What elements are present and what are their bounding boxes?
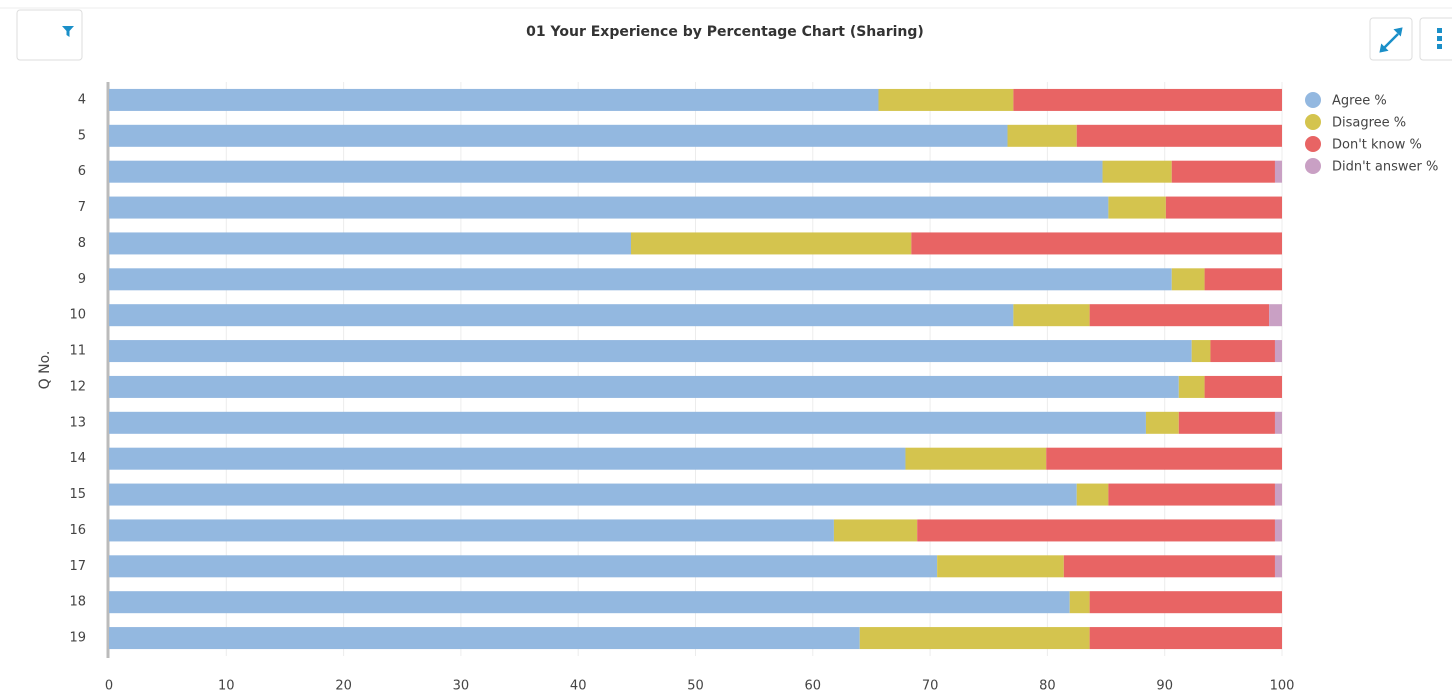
bar-segment [1069, 591, 1090, 614]
y-tick-label: 14 [69, 451, 86, 466]
y-tick-label: 5 [78, 128, 86, 143]
filter-icon [62, 26, 74, 37]
bar-segment [1046, 447, 1282, 470]
y-tick-label: 15 [69, 487, 86, 502]
y-tick-label: 7 [78, 200, 86, 215]
y-tick-label: 19 [69, 631, 86, 646]
bar-segment [1171, 160, 1275, 183]
legend-swatch [1305, 136, 1321, 152]
bar-segment [1274, 160, 1282, 183]
bar-segment [109, 340, 1192, 363]
legend-label: Don't know % [1332, 138, 1422, 153]
y-tick-label: 11 [69, 344, 86, 359]
x-tick-label: 0 [105, 679, 113, 694]
x-tick-label: 30 [453, 679, 470, 694]
bar-segment [1108, 483, 1275, 506]
bar-segment [1171, 268, 1205, 291]
bar-segment [1204, 268, 1282, 291]
bar-segment [1274, 411, 1282, 434]
x-tick-label: 50 [687, 679, 704, 694]
bar-segment [1274, 483, 1282, 506]
y-tick-label: 18 [69, 595, 86, 610]
bar-segment [109, 196, 1109, 219]
bar-segment [109, 304, 1014, 327]
y-tick-label: 9 [78, 272, 86, 287]
x-tick-label: 100 [1270, 679, 1295, 694]
y-tick-label: 12 [69, 379, 86, 394]
x-tick-label: 60 [805, 679, 822, 694]
y-tick-label: 8 [78, 236, 86, 251]
bar-segment [1204, 375, 1282, 398]
x-tick-label: 10 [218, 679, 235, 694]
bar-segment [109, 124, 1008, 147]
bar-segment [859, 627, 1090, 650]
y-tick-label: 13 [69, 415, 86, 430]
legend-label: Didn't answer % [1332, 160, 1438, 175]
bar-segment [1274, 340, 1282, 363]
legend-label: Agree % [1332, 94, 1387, 109]
bar-segment [109, 411, 1146, 434]
y-tick-label: 6 [78, 164, 86, 179]
bar-segment [109, 268, 1172, 291]
bar-segment [1013, 304, 1090, 327]
expand-button[interactable] [1369, 17, 1413, 61]
expand-icon [1379, 27, 1403, 53]
menu-icon [1437, 28, 1442, 49]
legend-label: Disagree % [1332, 116, 1406, 131]
bar-segment [109, 483, 1077, 506]
bar-segment [1089, 627, 1282, 650]
y-axis-label: Q No. [37, 351, 53, 390]
bar-segment [109, 88, 879, 111]
bar-segment [917, 519, 1275, 542]
bar-segment [1165, 196, 1282, 219]
bar-segment [109, 519, 834, 542]
bar-segment [911, 232, 1282, 255]
bar-segment [109, 232, 631, 255]
y-tick-label: 4 [78, 92, 86, 107]
legend-swatch [1305, 158, 1321, 174]
bar-segment [1076, 124, 1282, 147]
y-tick-label: 10 [69, 308, 86, 323]
legend-swatch [1305, 114, 1321, 130]
bar-segment [1013, 88, 1282, 111]
bar-segment [1274, 519, 1282, 542]
bar-segment [1076, 483, 1109, 506]
bar-segment [1089, 591, 1282, 614]
bar-segment [937, 555, 1064, 578]
bar-segment [1102, 160, 1172, 183]
bar-segment [1191, 340, 1211, 363]
bar-segment [109, 555, 938, 578]
menu-button[interactable] [1419, 17, 1452, 61]
y-tick-label: 16 [69, 523, 86, 538]
bar-segment [109, 160, 1103, 183]
bar-segment [1274, 555, 1282, 578]
filter-button[interactable] [16, 9, 83, 61]
bar-segment [1145, 411, 1179, 434]
x-tick-label: 90 [1156, 679, 1173, 694]
bar-segment [1063, 555, 1275, 578]
bar-segment [109, 591, 1070, 614]
x-tick-label: 20 [335, 679, 352, 694]
bar-segment [109, 447, 906, 470]
bar-segment [1178, 411, 1275, 434]
x-tick-label: 80 [1039, 679, 1056, 694]
bar-segment [109, 627, 860, 650]
bar-segment [1269, 304, 1282, 327]
chart-title: 01 Your Experience by Percentage Chart (… [526, 24, 924, 40]
bar-segment [1108, 196, 1166, 219]
x-tick-label: 70 [922, 679, 939, 694]
bar-segment [630, 232, 912, 255]
bar-segment [1007, 124, 1077, 147]
x-tick-label: 40 [570, 679, 587, 694]
bar-segment [1210, 340, 1275, 363]
y-tick-label: 17 [69, 559, 86, 574]
bar-segment [1089, 304, 1270, 327]
bar-segment [905, 447, 1047, 470]
legend-swatch [1305, 92, 1321, 108]
bar-segment [109, 375, 1179, 398]
bar-segment [833, 519, 918, 542]
bar-segment [878, 88, 1014, 111]
bar-segment [1178, 375, 1205, 398]
